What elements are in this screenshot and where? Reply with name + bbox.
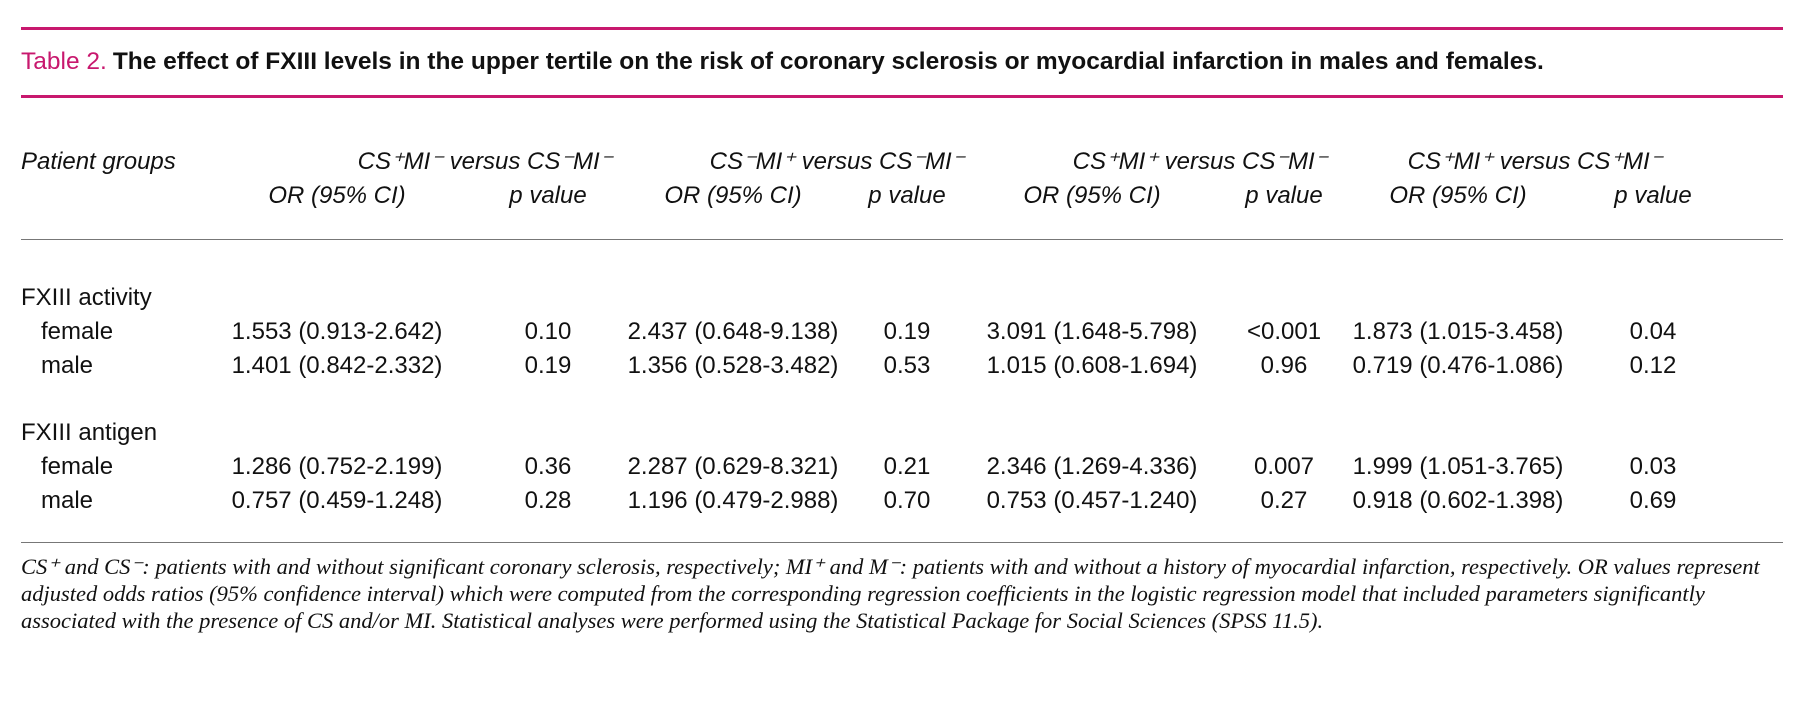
row-label: male bbox=[41, 352, 94, 379]
row-label: female bbox=[41, 453, 114, 480]
cell: 3.091 (1.648-5.798) bbox=[986, 318, 1198, 345]
cell: 0.753 (0.457-1.240) bbox=[986, 487, 1198, 514]
cell: 0.918 (0.602-1.398) bbox=[1352, 487, 1564, 514]
column-header: OR (95% CI) bbox=[1023, 182, 1161, 209]
cell: 1.356 (0.528-3.482) bbox=[627, 352, 839, 379]
cell: 1.196 (0.479-2.988) bbox=[627, 487, 839, 514]
table-title: Table 2. The effect of FXIII levels in th… bbox=[21, 48, 1544, 76]
cell: 0.69 bbox=[1629, 487, 1677, 514]
cell: 2.437 (0.648-9.138) bbox=[627, 318, 839, 345]
title-text: The effect of FXIII levels in the upper … bbox=[112, 48, 1544, 75]
top-rule bbox=[21, 27, 1783, 30]
cell: 1.015 (0.608-1.694) bbox=[986, 352, 1198, 379]
footer-rule bbox=[21, 542, 1783, 543]
cell: 0.96 bbox=[1260, 352, 1308, 379]
cell: 2.346 (1.269-4.336) bbox=[986, 453, 1198, 480]
cell: 0.21 bbox=[883, 453, 931, 480]
row-label: female bbox=[41, 318, 114, 345]
group-label: FXIII antigen bbox=[21, 419, 158, 446]
comparison-header: CS⁺MI⁺ versus CS⁺MI⁻ bbox=[1407, 148, 1663, 175]
column-header: p value bbox=[868, 182, 946, 209]
footnote: CS⁺ and CS⁻: patients with and without s… bbox=[21, 554, 1760, 633]
cell: 0.19 bbox=[883, 318, 931, 345]
cell: 1.553 (0.913-2.642) bbox=[231, 318, 443, 345]
comparison-header: CS⁺MI⁻ versus CS⁻MI⁻ bbox=[357, 148, 613, 175]
cell: 0.70 bbox=[883, 487, 931, 514]
comparison-header: CS⁺MI⁺ versus CS⁻MI⁻ bbox=[1072, 148, 1328, 175]
cell: 0.12 bbox=[1629, 352, 1677, 379]
column-header: OR (95% CI) bbox=[664, 182, 802, 209]
column-header: p value bbox=[1614, 182, 1692, 209]
title-label: Table 2. bbox=[21, 48, 107, 75]
column-header: OR (95% CI) bbox=[1389, 182, 1527, 209]
comparison-header: CS⁻MI⁺ versus CS⁻MI⁻ bbox=[709, 148, 965, 175]
header-rule bbox=[21, 239, 1783, 240]
cell: 1.286 (0.752-2.199) bbox=[231, 453, 443, 480]
column-header: p value bbox=[509, 182, 587, 209]
stub-header: Patient groups bbox=[21, 148, 176, 175]
cell: <0.001 bbox=[1246, 318, 1322, 345]
cell: 0.28 bbox=[524, 487, 572, 514]
cell: 0.36 bbox=[524, 453, 572, 480]
title-rule bbox=[21, 95, 1783, 98]
cell: 0.27 bbox=[1260, 487, 1308, 514]
cell: 2.287 (0.629-8.321) bbox=[627, 453, 839, 480]
column-header: OR (95% CI) bbox=[268, 182, 406, 209]
column-header: p value bbox=[1245, 182, 1323, 209]
cell: 0.19 bbox=[524, 352, 572, 379]
cell: 1.999 (1.051-3.765) bbox=[1352, 453, 1564, 480]
cell: 0.04 bbox=[1629, 318, 1677, 345]
cell: 0.53 bbox=[883, 352, 931, 379]
cell: 0.757 (0.459-1.248) bbox=[231, 487, 443, 514]
cell: 1.401 (0.842-2.332) bbox=[231, 352, 443, 379]
cell: 0.03 bbox=[1629, 453, 1677, 480]
cell: 0.10 bbox=[524, 318, 572, 345]
row-label: male bbox=[41, 487, 94, 514]
group-label: FXIII activity bbox=[21, 284, 152, 311]
cell: 0.007 bbox=[1253, 453, 1315, 480]
cell: 1.873 (1.015-3.458) bbox=[1352, 318, 1564, 345]
cell: 0.719 (0.476-1.086) bbox=[1352, 352, 1564, 379]
